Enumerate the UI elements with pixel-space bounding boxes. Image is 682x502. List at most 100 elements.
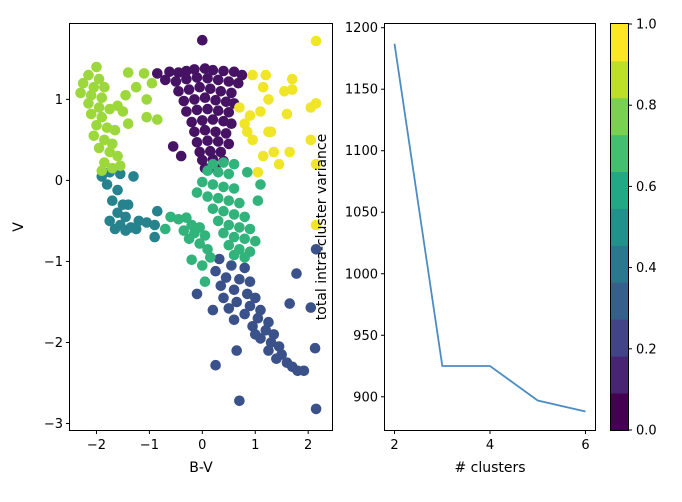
scatter-point <box>244 300 256 312</box>
scatter-point <box>181 73 192 85</box>
scatter-point <box>284 146 296 158</box>
line-y-tick-label: 950 <box>353 329 378 344</box>
scatter-point <box>199 230 211 241</box>
scatter-point <box>186 219 197 231</box>
line-y-tick-label: 900 <box>353 390 378 405</box>
scatter-point <box>305 134 317 146</box>
line-x-tick-label: 4 <box>486 438 494 453</box>
scatter-point <box>265 337 277 348</box>
scatter-point <box>236 69 248 81</box>
scatter-point <box>194 81 205 93</box>
scatter-point <box>247 69 258 81</box>
scatter-point <box>250 292 261 304</box>
scatter-point <box>244 276 256 288</box>
scatter-point <box>205 145 216 157</box>
line-plot-frame <box>384 23 596 431</box>
colorbar-band <box>611 356 628 394</box>
line-x-tick-label: 6 <box>581 438 589 453</box>
scatter-point <box>226 260 237 271</box>
scatter-point <box>239 211 250 223</box>
scatter-point <box>141 94 152 105</box>
scatter-point <box>212 167 224 178</box>
scatter-y-tick-label: −1 <box>44 255 63 270</box>
scatter-point <box>247 134 258 146</box>
colorbar-bands <box>611 24 628 431</box>
scatter-point <box>120 225 131 236</box>
scatter-point <box>207 304 219 316</box>
scatter-point <box>115 160 126 172</box>
scatter-point <box>239 118 250 129</box>
scatter-y-axis-label: V <box>11 222 27 232</box>
scatter-point <box>83 69 94 81</box>
colorbar-frame <box>610 23 629 431</box>
scatter-point <box>242 126 253 138</box>
scatter-point <box>99 157 110 168</box>
scatter-point <box>218 65 229 77</box>
scatter-point <box>215 146 227 158</box>
scatter-point <box>212 136 224 147</box>
colorbar-band <box>611 245 628 283</box>
scatter-point <box>170 76 182 87</box>
colorbar-band <box>611 393 628 431</box>
scatter-point <box>223 107 235 118</box>
scatter-point <box>265 126 277 138</box>
scatter-point <box>83 98 94 109</box>
scatter-point <box>152 68 163 79</box>
scatter-point <box>130 81 142 93</box>
scatter-point <box>149 219 160 231</box>
scatter-point <box>197 34 208 46</box>
scatter-point <box>130 223 142 235</box>
scatter-point <box>250 235 261 247</box>
colorbar-band <box>611 282 628 320</box>
scatter-point <box>252 195 264 206</box>
scatter-point <box>231 296 242 308</box>
scatter-point <box>99 81 110 93</box>
scatter-point <box>141 217 152 228</box>
line-y-tick-label: 1000 <box>345 267 378 282</box>
scatter-point <box>122 199 134 210</box>
scatter-point <box>173 214 184 225</box>
scatter-point <box>133 215 145 227</box>
scatter-point <box>268 146 280 158</box>
scatter-point <box>239 308 250 320</box>
colorbar-band <box>611 97 628 136</box>
scatter-point <box>120 90 131 101</box>
scatter-point <box>244 223 256 235</box>
scatter-point <box>167 141 179 152</box>
scatter-point <box>194 238 205 249</box>
scatter-point <box>152 205 163 217</box>
scatter-point <box>75 87 86 99</box>
scatter-point <box>107 195 118 206</box>
scatter-point <box>164 66 175 78</box>
scatter-point <box>220 96 232 108</box>
colorbar-band <box>611 319 628 357</box>
line-y-tick-label: 1050 <box>345 206 378 221</box>
scatter-point <box>212 105 224 116</box>
scatter-point <box>186 116 197 128</box>
scatter-point <box>112 184 123 196</box>
colorbar-band <box>611 208 628 246</box>
scatter-point <box>279 86 290 97</box>
scatter-point <box>223 168 235 180</box>
scatter-point <box>210 265 221 277</box>
scatter-point <box>197 176 208 188</box>
scatter-point <box>160 74 171 86</box>
scatter-point <box>194 146 205 158</box>
scatter-point <box>223 76 235 87</box>
scatter-point <box>271 353 282 365</box>
scatter-point <box>309 342 321 354</box>
scatter-point <box>120 211 131 223</box>
scatter-point <box>273 341 285 352</box>
scatter-point <box>273 158 285 170</box>
scatter-point <box>112 207 123 219</box>
scatter-point <box>291 268 302 279</box>
scatter-point <box>210 94 221 106</box>
scatter-point <box>202 103 213 115</box>
scatter-point <box>197 260 208 271</box>
scatter-point <box>310 219 322 231</box>
scatter-point <box>220 128 232 139</box>
scatter-x-tick-label: 2 <box>304 438 312 453</box>
scatter-point <box>109 223 121 235</box>
colorbar-tick-label: 0.0 <box>636 424 657 439</box>
